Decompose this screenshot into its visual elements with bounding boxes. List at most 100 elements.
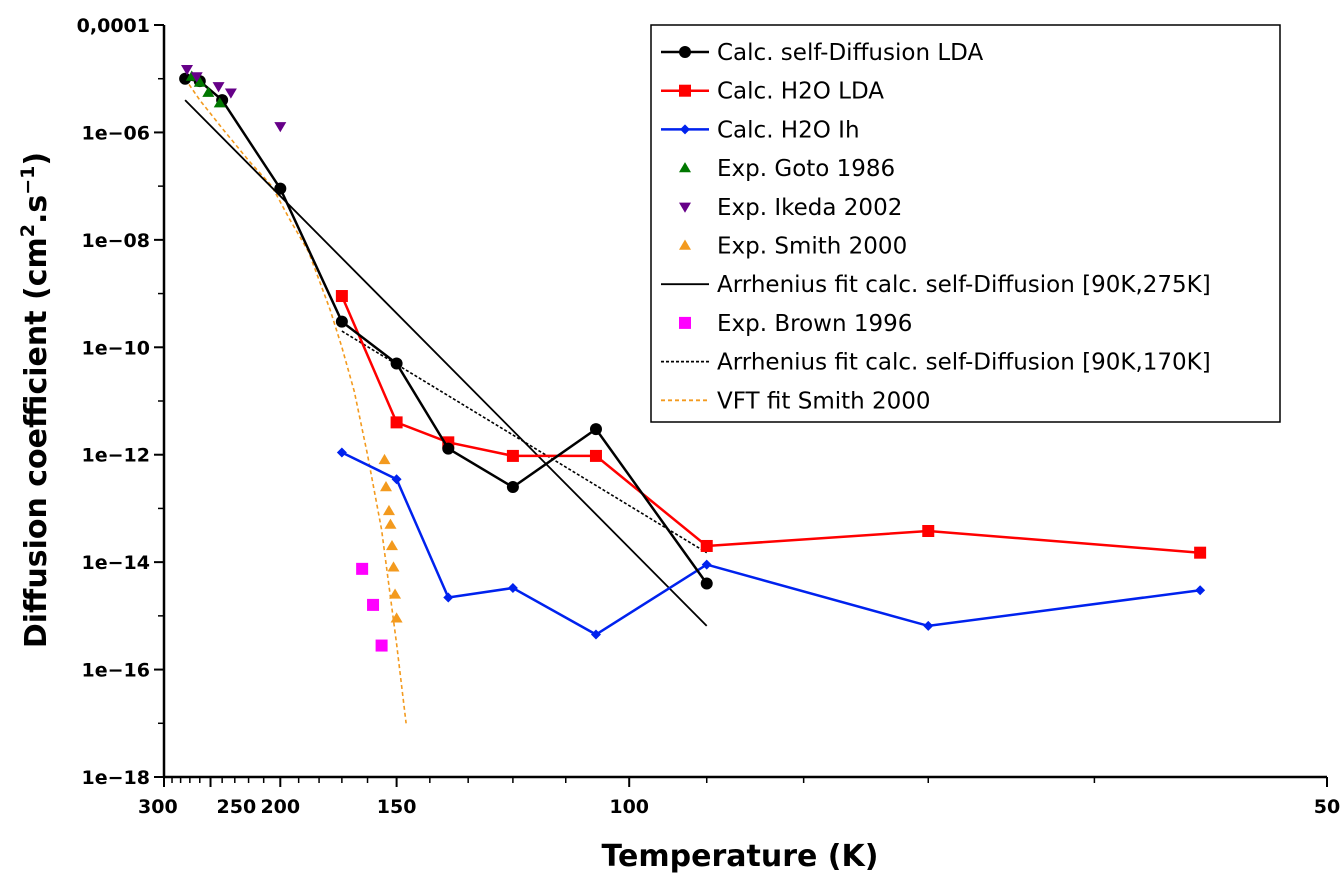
y-tick-label: 1e−14 <box>82 552 150 574</box>
data-point <box>389 588 402 599</box>
x-tick-label: 300 <box>138 796 178 818</box>
data-point <box>387 561 400 572</box>
legend-label: Calc. H2O Ih <box>717 117 860 143</box>
x-tick-label: 50 <box>1314 796 1340 818</box>
legend-entry: Calc. self-Diffusion LDA <box>661 40 983 66</box>
series-line <box>341 451 1201 636</box>
data-point <box>506 449 519 462</box>
legend-swatch-marker <box>679 46 691 58</box>
data-point <box>589 423 602 436</box>
series-line <box>341 330 708 554</box>
data-point <box>507 583 518 594</box>
series-9 <box>341 330 708 554</box>
legend-entry: Arrhenius fit calc. self-Diffusion [90K,… <box>661 350 1211 376</box>
data-point <box>385 539 398 551</box>
x-axis-title: Temperature (K) <box>602 839 879 874</box>
legend-label: Exp. Brown 1996 <box>717 311 912 337</box>
data-point <box>1195 585 1206 596</box>
series-line <box>340 295 1201 554</box>
legend-swatch-marker <box>679 239 691 250</box>
y-tick-label: 1e−16 <box>82 660 150 682</box>
legend-label: Calc. H2O LDA <box>717 79 884 105</box>
legend: Calc. self-Diffusion LDA Calc. H2O LDA Cal… <box>650 24 1281 423</box>
series-line <box>184 78 407 724</box>
legend-entry: Calc. H2O LDA <box>661 79 884 105</box>
series-6 <box>378 453 403 623</box>
legend-entry: Exp. Ikeda 2002 <box>679 195 902 221</box>
data-point <box>212 82 225 93</box>
legend-label: Arrhenius fit calc. self-Diffusion [90K,… <box>717 350 1211 376</box>
data-point <box>390 416 403 429</box>
data-point <box>367 598 380 611</box>
legend-swatch-marker <box>680 124 690 135</box>
data-point <box>382 504 395 516</box>
y-tick-label: 1e−08 <box>82 230 150 252</box>
data-point <box>202 86 215 97</box>
data-point <box>384 518 397 529</box>
data-point <box>390 357 403 370</box>
legend-label: VFT fit Smith 2000 <box>717 388 931 414</box>
data-point <box>375 639 388 652</box>
legend-swatch-marker <box>679 162 691 173</box>
legend-label: Exp. Smith 2000 <box>717 234 907 260</box>
data-point <box>274 182 287 195</box>
data-point <box>923 620 934 631</box>
legend-entry: VFT fit Smith 2000 <box>661 388 931 414</box>
data-point <box>700 539 713 552</box>
x-tick-label: 100 <box>609 796 649 818</box>
data-point <box>378 453 391 465</box>
data-point <box>590 629 601 640</box>
axes: 0,0001 1e−06 1e−08 1e−10 1e−12 1e−14 1e−16 1e−1… <box>77 15 1341 818</box>
data-point <box>193 76 206 87</box>
data-point <box>922 525 935 538</box>
series-line <box>184 99 708 627</box>
data-point <box>589 449 602 462</box>
y-tick-label: 1e−06 <box>82 122 150 144</box>
data-point <box>179 72 192 85</box>
data-point <box>506 481 519 494</box>
data-point <box>335 315 348 328</box>
data-point <box>274 122 287 133</box>
data-point <box>213 97 226 108</box>
x-tick-label: 250 <box>217 796 257 818</box>
legend-swatch-marker <box>679 84 691 97</box>
x-tick-label: 150 <box>377 796 417 818</box>
series-7 <box>184 99 708 627</box>
series-8 <box>356 562 388 652</box>
data-point <box>335 290 348 303</box>
legend-label: Calc. self-Diffusion LDA <box>717 40 983 66</box>
data-point <box>391 474 402 485</box>
legend-swatch-marker <box>679 316 691 329</box>
data-point <box>443 592 454 603</box>
series-line <box>184 77 708 585</box>
legend-label: Arrhenius fit calc. self-Diffusion [90K,… <box>717 272 1211 298</box>
series-3 <box>336 447 1206 640</box>
legend-entry: Calc. H2O Ih <box>661 117 860 143</box>
data-point <box>224 88 237 99</box>
series-5 <box>181 65 287 133</box>
series-1 <box>179 72 713 590</box>
legend-swatch-marker <box>679 202 691 213</box>
data-point <box>1194 546 1207 559</box>
y-tick-label: 1e−18 <box>82 767 150 789</box>
y-tick-label: 1e−12 <box>82 445 150 467</box>
data-point <box>336 447 347 458</box>
data-point <box>442 442 455 455</box>
data-point <box>181 65 194 76</box>
data-point <box>190 72 203 83</box>
y-tick-label: 0,0001 <box>77 15 150 37</box>
data-point <box>700 577 713 590</box>
plot-area <box>179 65 1207 724</box>
legend-label: Exp. Goto 1986 <box>717 156 895 182</box>
legend-entry: Exp. Goto 1986 <box>679 156 895 182</box>
data-point <box>379 481 392 492</box>
legend-entry: Exp. Brown 1996 <box>679 311 912 337</box>
x-tick-label: 200 <box>260 796 300 818</box>
series-10 <box>184 78 407 724</box>
data-point <box>701 559 712 570</box>
legend-entry: Arrhenius fit calc. self-Diffusion [90K,… <box>661 272 1211 298</box>
data-point <box>390 612 403 623</box>
legend-label: Exp. Ikeda 2002 <box>717 195 902 221</box>
legend-entry: Exp. Smith 2000 <box>679 234 907 260</box>
